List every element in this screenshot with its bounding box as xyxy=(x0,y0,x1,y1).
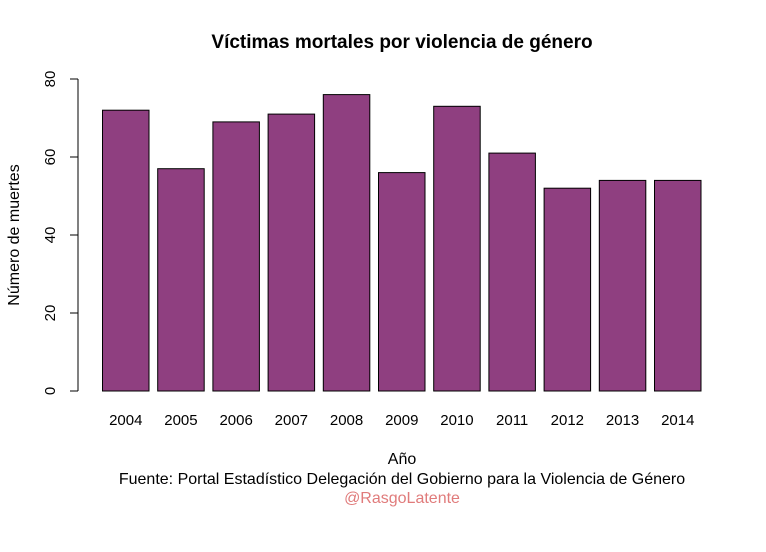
x-tick-label: 2014 xyxy=(661,412,694,429)
x-tick-label: 2011 xyxy=(496,412,528,429)
y-tick-label: 0 xyxy=(42,387,59,395)
y-tick-label: 80 xyxy=(42,71,59,88)
bar-2004 xyxy=(102,109,150,392)
x-axis-tick-labels: 2004 2005 2006 2007 2008 2009 2010 2011 2012 2013… xyxy=(109,412,694,429)
x-tick-label: 2004 xyxy=(109,412,142,429)
y-axis-ticks: 0 20 40 60 80 xyxy=(42,71,78,395)
bar-2011 xyxy=(488,152,536,392)
bars-group xyxy=(102,94,702,392)
bar-2014 xyxy=(654,179,702,392)
chart-title: Víctimas mortales por violencia de géner… xyxy=(211,32,592,53)
y-tick-label: 20 xyxy=(42,305,59,322)
bar-2006 xyxy=(212,121,260,392)
bar-2012 xyxy=(543,187,592,392)
x-tick-label: 2007 xyxy=(275,412,308,429)
x-tick-label: 2006 xyxy=(219,412,252,429)
y-tick-label: 60 xyxy=(42,149,59,166)
x-tick-label: 2009 xyxy=(385,412,418,429)
x-tick-label: 2005 xyxy=(164,412,197,429)
bar-2009 xyxy=(378,172,426,392)
x-tick-label: 2010 xyxy=(440,412,473,429)
y-axis-label: Número de muertes xyxy=(6,164,23,305)
x-axis-label: Año xyxy=(388,451,417,468)
x-tick-label: 2008 xyxy=(330,412,363,429)
bar-2007 xyxy=(267,113,316,392)
bar-2010 xyxy=(433,105,481,392)
x-tick-label: 2013 xyxy=(606,412,639,429)
credit-text: @RasgoLatente xyxy=(344,490,460,507)
bar-2005 xyxy=(157,168,205,392)
bar-2008 xyxy=(322,94,371,392)
y-tick-label: 40 xyxy=(42,227,59,244)
bar-2013 xyxy=(598,179,647,392)
x-tick-label: 2012 xyxy=(551,412,584,429)
source-caption: Fuente: Portal Estadístico Delegación de… xyxy=(119,471,685,488)
